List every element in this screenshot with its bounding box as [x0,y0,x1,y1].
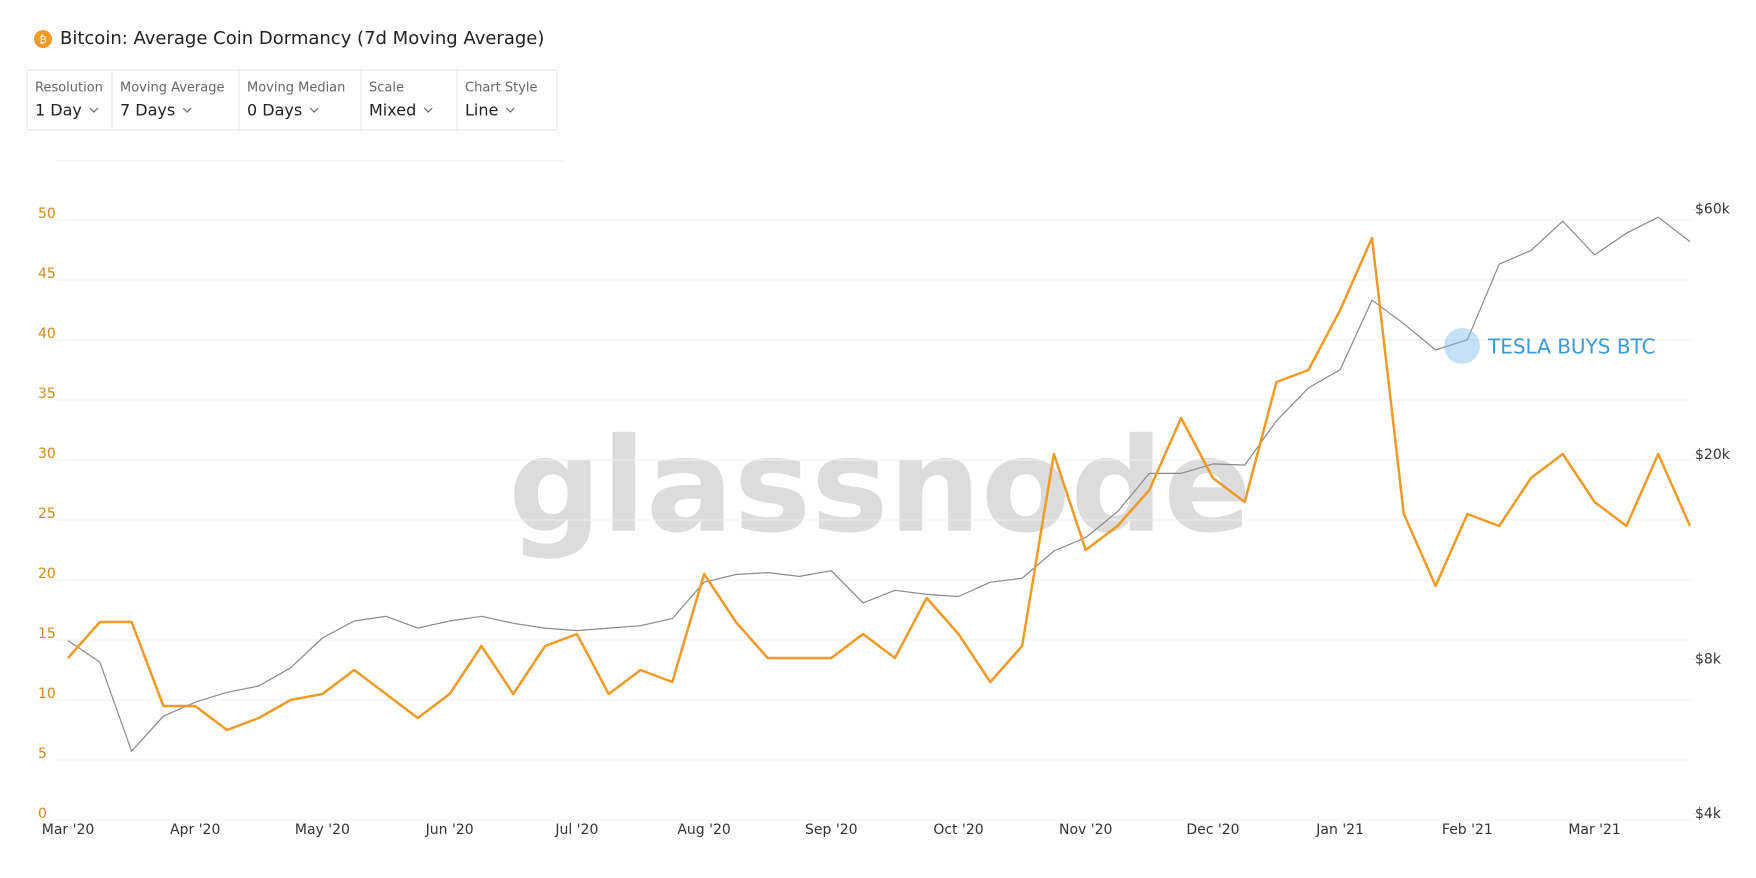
chevron [182,107,192,113]
page-title: Bitcoin: Average Coin Dormancy (7d Movin… [60,28,544,49]
control-label: Resolution [35,81,103,96]
series-line [67,236,1692,732]
chevron [505,107,515,113]
x-tick-label: Sep '20 [805,822,858,838]
control-value[interactable]: 7 Days [120,101,175,120]
y2-tick-label: $4k [1695,806,1722,822]
y-tick-label: 40 [38,326,56,342]
control-value[interactable]: Line [465,101,498,120]
x-tick-label: Aug '20 [677,822,730,838]
y-tick-label: 30 [38,446,56,462]
y2-tick-label: $8k [1695,651,1722,667]
annotation-marker [1444,328,1480,364]
y-tick-label: 20 [38,566,56,582]
x-tick-label: Jun '20 [425,822,474,838]
y2-tick-label: $20k [1695,447,1731,463]
y-tick-label: 50 [38,206,56,222]
x-tick-label: May '20 [295,822,350,838]
y-tick-label: 15 [38,626,56,642]
chevron [309,107,319,113]
y-tick-label: 0 [38,806,47,822]
coin-symbol: ₿ [39,34,46,46]
x-tick-label: Apr '20 [170,822,220,838]
control-value[interactable]: Mixed [369,101,416,120]
x-tick-label: Mar '21 [1568,822,1621,838]
x-tick-label: Oct '20 [933,822,983,838]
annotation: TESLA BUYS BTC [1487,335,1656,359]
x-tick-label: Jan '21 [1315,822,1364,838]
coin-icon [34,30,52,48]
y-tick-label: 5 [38,746,47,762]
controls-box [26,69,558,131]
y-tick-label: 25 [38,506,56,522]
control-label: Scale [369,81,404,96]
x-tick-label: Mar '20 [42,822,95,838]
control-label: Moving Median [247,81,345,96]
y-tick-label: 10 [38,686,56,702]
x-tick-label: Feb '21 [1442,822,1493,838]
control-value[interactable]: 0 Days [247,101,302,120]
y-tick-label: 45 [38,266,56,282]
control-value[interactable]: 1 Day [35,101,82,120]
series-line [67,216,1691,752]
control-label: Moving Average [120,81,224,96]
control-label: Chart Style [465,81,538,96]
y-tick-label: 35 [38,386,56,402]
chevron [423,107,433,113]
x-tick-label: Jul '20 [554,822,598,838]
x-tick-label: Nov '20 [1059,822,1112,838]
controls: Resolution 1 Day Moving Average 7 Days Movin… [26,69,558,131]
watermark: glassnode [508,410,1251,562]
y2-tick-label: $60k [1695,202,1731,218]
chevron [89,107,99,113]
x-tick-label: Dec '20 [1186,822,1239,838]
